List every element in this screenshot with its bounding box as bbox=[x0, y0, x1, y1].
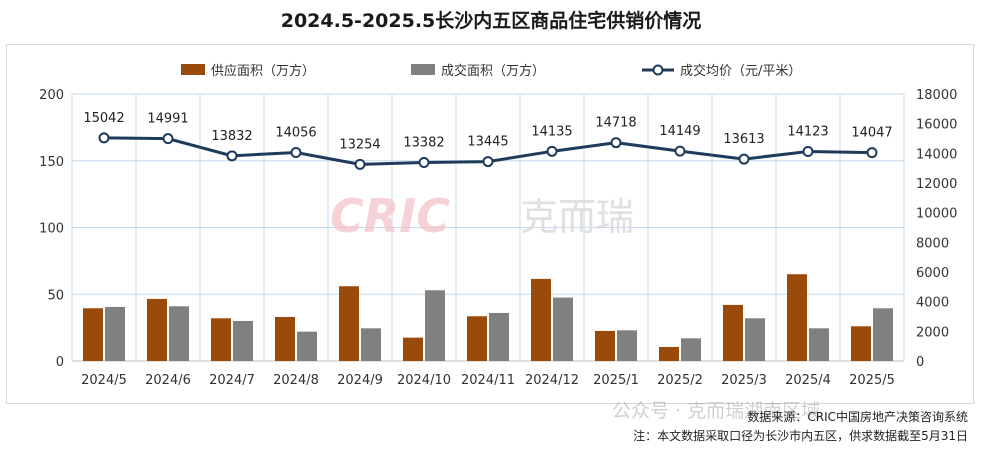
legend-supply-label: 供应面积（万方） bbox=[211, 63, 315, 79]
supply-bar bbox=[275, 316, 295, 361]
x-tick-label: 2024/8 bbox=[273, 373, 319, 388]
transaction-bar bbox=[169, 306, 189, 361]
price-point bbox=[866, 147, 878, 159]
y-right-tick-label: 4000 bbox=[916, 296, 949, 311]
price-point bbox=[98, 132, 110, 144]
chart-frame bbox=[6, 44, 974, 404]
price-data-label: 14718 bbox=[595, 116, 636, 131]
y-left-tick-label: 100 bbox=[39, 222, 64, 237]
y-left-tick-label: 0 bbox=[56, 355, 64, 370]
price-point bbox=[802, 146, 814, 158]
supply-bar bbox=[531, 278, 551, 361]
price-data-label: 14047 bbox=[851, 126, 892, 141]
x-tick-label: 2025/5 bbox=[849, 373, 895, 388]
supply-bar bbox=[595, 330, 615, 361]
y-right-tick-label: 12000 bbox=[916, 177, 957, 192]
price-data-label: 13254 bbox=[339, 137, 380, 152]
x-tick-label: 2025/1 bbox=[593, 373, 639, 388]
y-right-tick-label: 18000 bbox=[916, 88, 957, 103]
legend-supply-swatch bbox=[181, 64, 205, 75]
price-point bbox=[482, 156, 494, 168]
supply-bar bbox=[339, 286, 359, 361]
price-point bbox=[610, 137, 622, 149]
y-right-tick-label: 8000 bbox=[916, 236, 949, 251]
transaction-bar bbox=[681, 338, 701, 361]
price-point bbox=[674, 145, 686, 157]
price-data-label: 14123 bbox=[787, 125, 828, 140]
legend-price-label: 成交均价（元/平米） bbox=[680, 63, 801, 79]
x-tick-label: 2025/2 bbox=[657, 373, 703, 388]
price-point bbox=[546, 145, 558, 157]
transaction-bar bbox=[105, 306, 125, 361]
price-point bbox=[418, 157, 430, 169]
transaction-bar bbox=[809, 328, 829, 361]
x-tick-label: 2025/4 bbox=[785, 373, 831, 388]
transaction-bar bbox=[297, 331, 317, 361]
x-tick-label: 2024/7 bbox=[209, 373, 255, 388]
legend-transaction-label: 成交面积（万方） bbox=[441, 63, 545, 79]
supply-bar bbox=[83, 308, 103, 361]
legend-price-marker bbox=[652, 64, 664, 76]
x-tick-label: 2024/11 bbox=[461, 373, 515, 388]
supply-bar bbox=[787, 274, 807, 361]
y-right-tick-label: 6000 bbox=[916, 266, 949, 281]
supply-bar bbox=[659, 346, 679, 361]
transaction-bar bbox=[425, 290, 445, 361]
x-tick-label: 2024/6 bbox=[145, 373, 191, 388]
y-right-tick-label: 16000 bbox=[916, 118, 957, 133]
cric-watermark: CRIC bbox=[330, 189, 450, 243]
x-tick-label: 2024/10 bbox=[397, 373, 451, 388]
data-note: 注：本文数据采取口径为长沙市内五区，供求数据截至5月31日 bbox=[633, 429, 968, 443]
supply-bar bbox=[467, 316, 487, 361]
transaction-bar bbox=[361, 328, 381, 361]
y-right-tick-label: 2000 bbox=[916, 325, 949, 340]
chart-title: 2024.5-2025.5长沙内五区商品住宅供销价情况 bbox=[280, 10, 702, 32]
x-tick-label: 2024/9 bbox=[337, 373, 383, 388]
y-left-tick-label: 200 bbox=[39, 88, 64, 103]
supply-bar bbox=[403, 337, 423, 361]
transaction-bar bbox=[873, 308, 893, 361]
price-data-label: 15042 bbox=[83, 111, 124, 126]
price-point bbox=[162, 133, 174, 145]
data-source: 数据来源：CRIC中国房地产决策咨询系统 bbox=[747, 410, 968, 424]
y-right-tick-label: 14000 bbox=[916, 147, 957, 162]
legend-transaction-swatch bbox=[411, 64, 435, 75]
supply-bar bbox=[723, 304, 743, 361]
transaction-bar bbox=[489, 312, 509, 361]
price-point bbox=[354, 158, 366, 170]
price-data-label: 14149 bbox=[659, 124, 700, 139]
price-data-label: 13445 bbox=[467, 135, 508, 150]
x-tick-label: 2024/5 bbox=[81, 373, 127, 388]
x-tick-label: 2024/12 bbox=[525, 373, 579, 388]
y-right-tick-label: 10000 bbox=[916, 207, 957, 222]
y-left-tick-label: 150 bbox=[39, 155, 64, 170]
transaction-bar bbox=[553, 297, 573, 361]
price-data-label: 14135 bbox=[531, 124, 572, 139]
y-right-tick-label: 0 bbox=[916, 355, 924, 370]
price-point bbox=[226, 150, 238, 162]
wechat-watermark: 公众号 · 克而瑞湖南区域 bbox=[612, 400, 821, 422]
supply-bar bbox=[211, 318, 231, 361]
cric-cn-watermark: 克而瑞 bbox=[520, 195, 634, 239]
transaction-bar bbox=[745, 318, 765, 361]
x-tick-label: 2025/3 bbox=[721, 373, 767, 388]
supply-bar bbox=[147, 298, 167, 361]
price-point bbox=[738, 153, 750, 165]
price-data-label: 13382 bbox=[403, 136, 444, 151]
price-data-label: 13832 bbox=[211, 129, 252, 144]
price-point bbox=[290, 147, 302, 159]
y-left-tick-label: 50 bbox=[47, 288, 64, 303]
transaction-bar bbox=[617, 330, 637, 361]
price-data-label: 14991 bbox=[147, 112, 188, 127]
price-data-label: 14056 bbox=[275, 126, 316, 141]
supply-bar bbox=[851, 326, 871, 361]
transaction-bar bbox=[233, 320, 253, 361]
price-data-label: 13613 bbox=[723, 132, 764, 147]
